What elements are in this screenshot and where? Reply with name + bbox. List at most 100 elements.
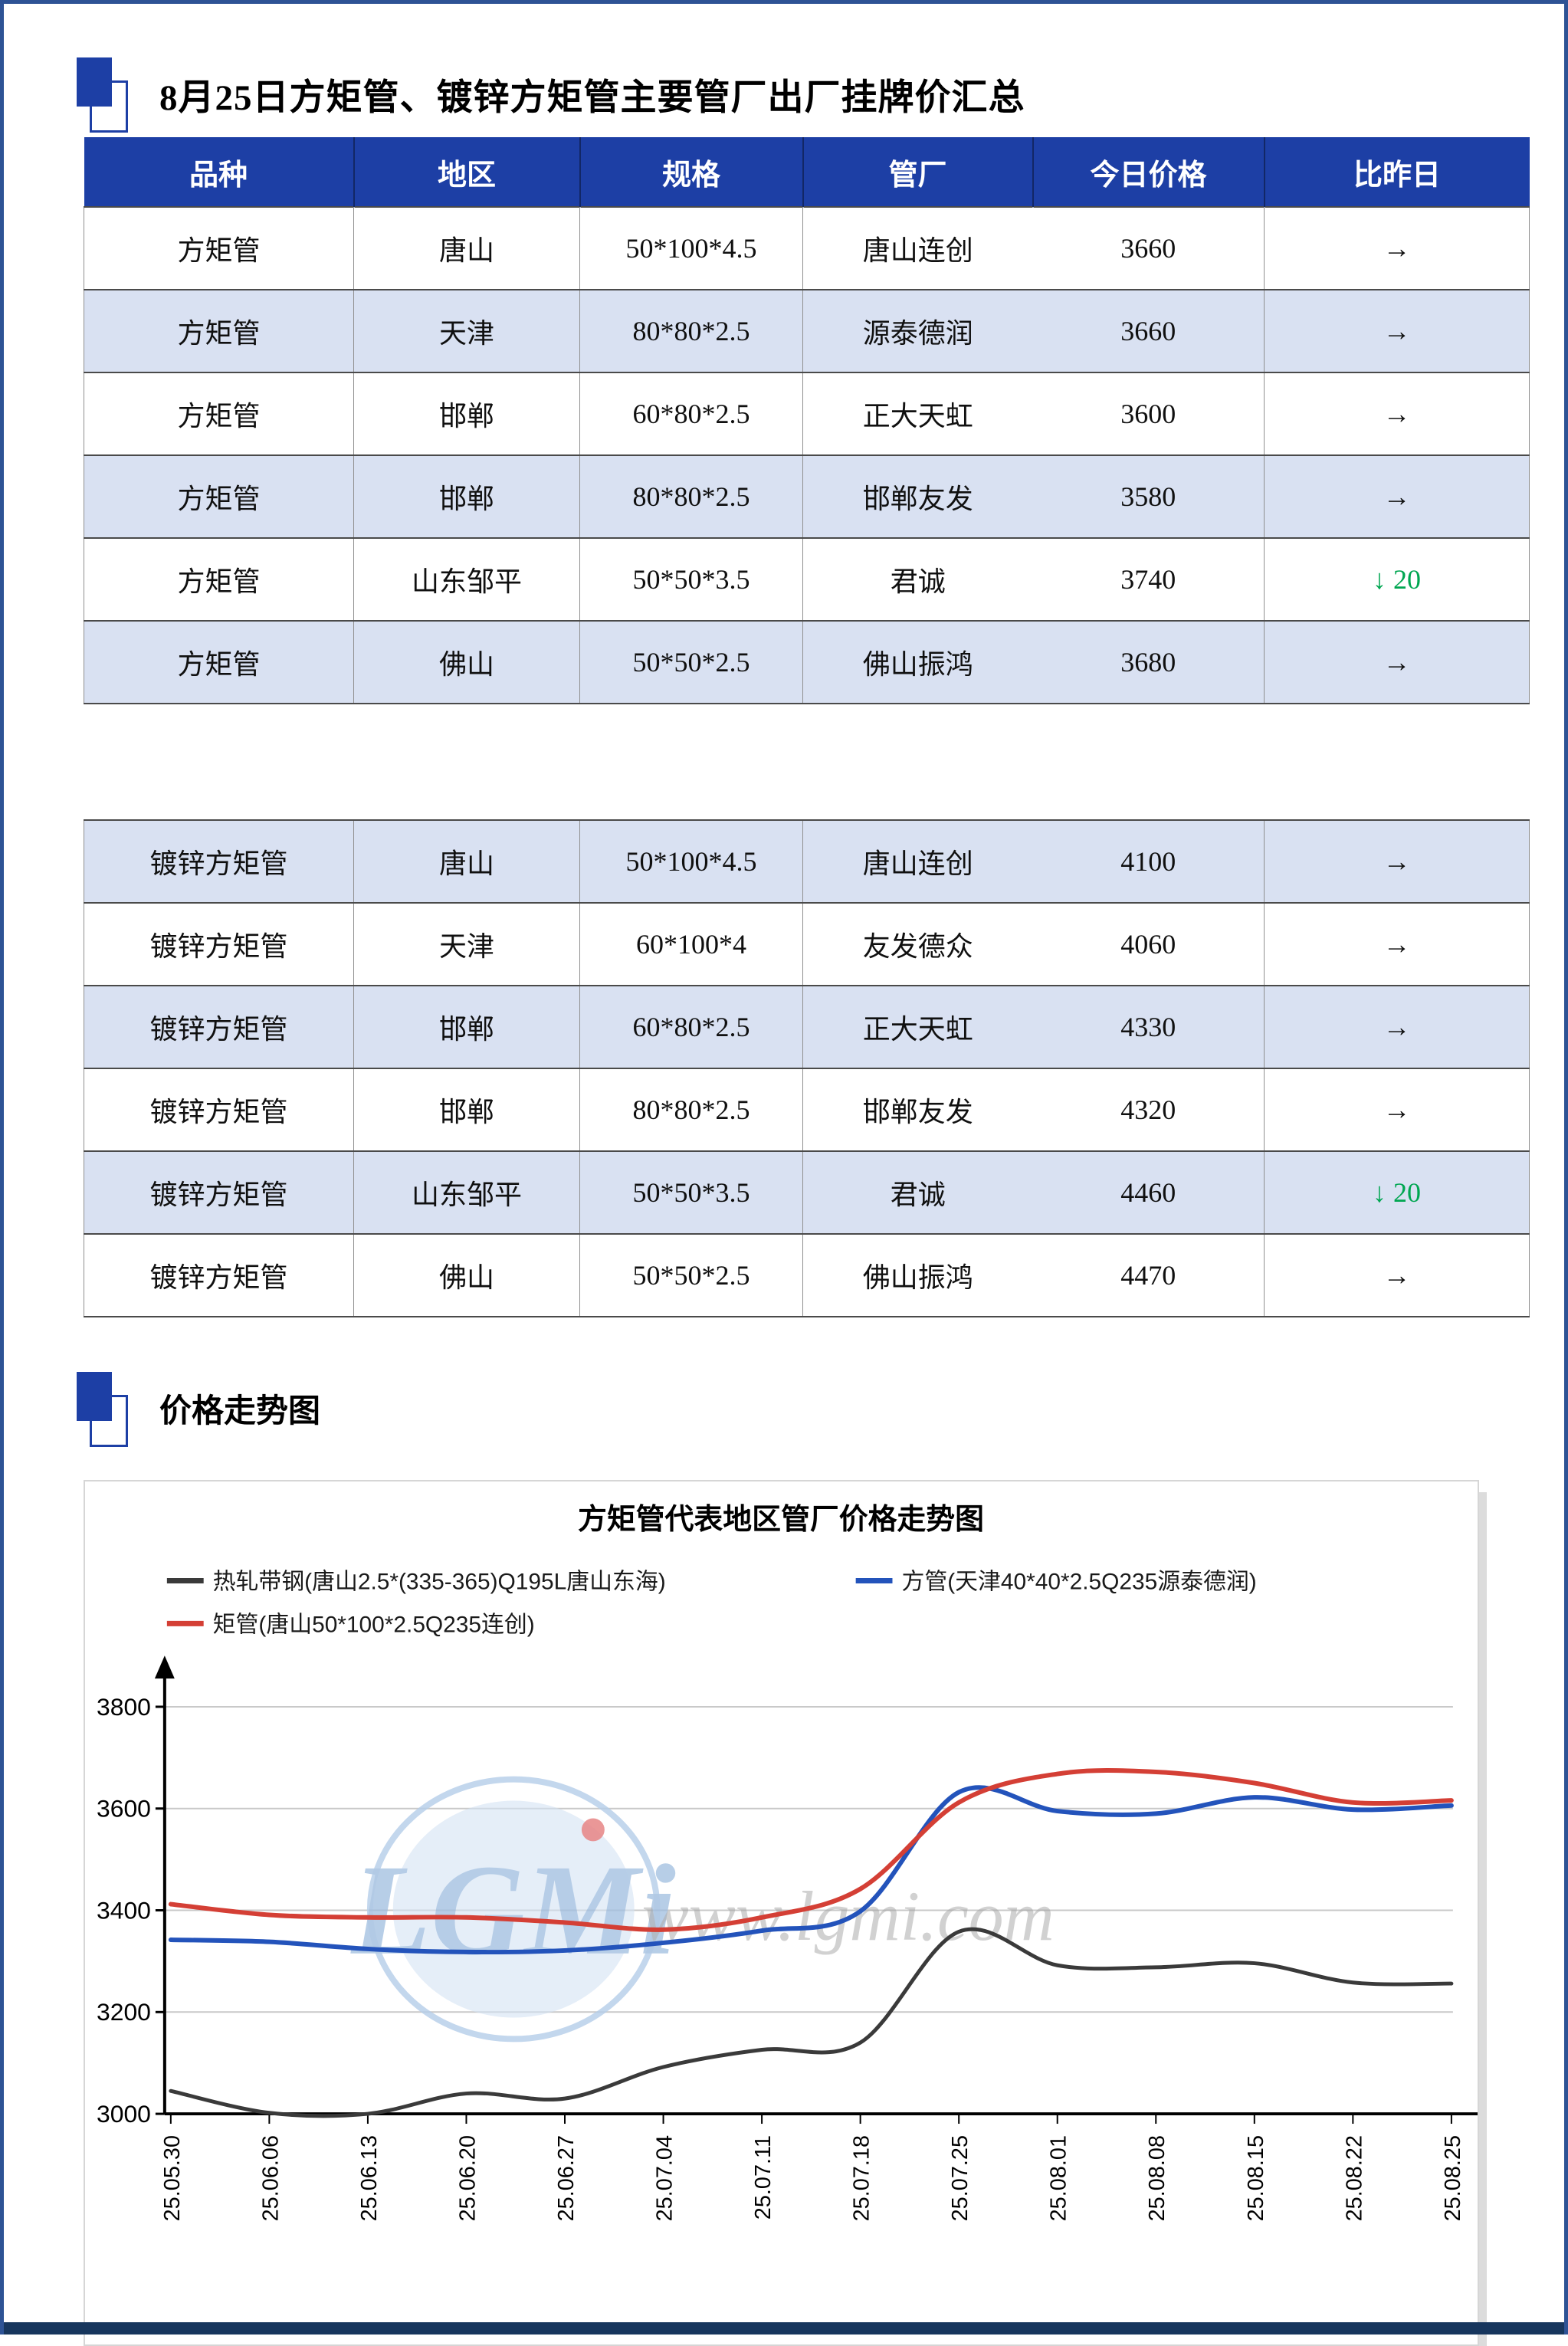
cell-spec: 50*50*3.5 xyxy=(579,537,803,621)
x-axis-label: 25.08.22 xyxy=(1342,2135,1366,2221)
cell-region: 天津 xyxy=(353,902,580,986)
cell-spec: 50*100*4.5 xyxy=(579,819,803,903)
x-axis-label: 25.07.04 xyxy=(653,2135,677,2221)
cell-factory: 唐山连创 xyxy=(802,206,1033,290)
table-row: 方矩管 邯郸 60*80*2.5 正大天虹 3600 → xyxy=(84,372,1530,455)
x-axis-label: 25.06.27 xyxy=(554,2135,579,2221)
cell-price: 3740 xyxy=(1032,537,1265,621)
cell-price: 4460 xyxy=(1032,1150,1265,1234)
cell-factory: 友发德众 xyxy=(802,902,1033,986)
cell-factory: 唐山连创 xyxy=(802,819,1033,903)
cell-change-flat: → xyxy=(1264,902,1530,986)
cell-region: 山东邹平 xyxy=(353,1150,580,1234)
cell-variety: 方矩管 xyxy=(84,289,354,372)
x-axis-label: 25.06.20 xyxy=(455,2135,480,2221)
cell-variety: 方矩管 xyxy=(84,537,354,621)
price-table-header: 品种 地区 规格 管厂 今日价格 比昨日 xyxy=(84,137,1530,207)
section-title: 价格走势图 xyxy=(159,1393,321,1429)
y-axis-label: 3400 xyxy=(97,1896,151,1924)
x-axis-label: 25.07.18 xyxy=(850,2135,874,2221)
x-axis-label: 25.07.25 xyxy=(948,2135,973,2221)
cell-factory: 佛山振鸿 xyxy=(802,620,1033,704)
cell-variety: 镀锌方矩管 xyxy=(84,1068,354,1151)
legend-label: 热轧带钢(唐山2.5*(335-365)Q195L唐山东海) xyxy=(213,1570,666,1595)
cell-price: 3660 xyxy=(1032,289,1265,372)
cell-price: 4320 xyxy=(1032,1068,1265,1151)
cell-variety: 镀锌方矩管 xyxy=(84,819,354,903)
table-row: 方矩管 山东邹平 50*50*3.5 君诚 3740 ↓ 20 xyxy=(84,537,1530,621)
trend-chart: 方矩管代表地区管厂价格走势图热轧带钢(唐山2.5*(335-365)Q195L唐… xyxy=(97,1504,1478,2221)
x-axis-label: 25.05.30 xyxy=(160,2135,185,2221)
section-bullet-icon xyxy=(77,1367,138,1449)
cell-price: 4060 xyxy=(1032,902,1265,986)
cell-variety: 方矩管 xyxy=(84,206,354,290)
cell-price: 3600 xyxy=(1032,372,1265,455)
series-line-1 xyxy=(168,1785,1454,1955)
cell-change-flat: → xyxy=(1264,289,1530,372)
cell-change-flat: → xyxy=(1264,985,1530,1068)
cell-price: 3680 xyxy=(1032,620,1265,704)
cell-price: 4470 xyxy=(1032,1233,1265,1317)
x-axis-label: 25.08.01 xyxy=(1047,2135,1071,2221)
col-header-variety: 品种 xyxy=(84,137,355,207)
x-axis-label: 25.08.15 xyxy=(1244,2135,1268,2221)
col-header-change: 比昨日 xyxy=(1264,137,1530,207)
cell-change-flat: → xyxy=(1264,1068,1530,1151)
cell-change-down: ↓ 20 xyxy=(1264,1150,1530,1234)
cell-spec: 80*80*2.5 xyxy=(579,1068,803,1151)
y-axis-arrow-icon xyxy=(154,1655,175,1679)
y-axis-label: 3000 xyxy=(97,2100,151,2128)
cell-price: 4330 xyxy=(1032,985,1265,1068)
col-header-spec: 规格 xyxy=(579,137,804,207)
cell-region: 山东邹平 xyxy=(353,537,580,621)
table-row: 镀锌方矩管 唐山 50*100*4.5 唐山连创 4100 → xyxy=(84,819,1530,903)
y-axis-label: 3600 xyxy=(97,1795,151,1823)
cell-region: 天津 xyxy=(353,289,580,372)
cell-region: 佛山 xyxy=(353,1233,580,1317)
x-axis-label: 25.08.08 xyxy=(1145,2135,1169,2221)
series-line-0 xyxy=(169,1927,1454,2118)
cell-change-flat: → xyxy=(1264,206,1530,290)
page-title: 8月25日方矩管、镀锌方矩管主要管厂出厂挂牌价汇总 xyxy=(159,77,1025,118)
cell-change-down: ↓ 20 xyxy=(1264,537,1530,621)
bottom-bar xyxy=(4,2322,1564,2335)
col-header-region: 地区 xyxy=(353,137,581,207)
bullet-filled-square xyxy=(77,57,112,107)
table-row: 方矩管 佛山 50*50*2.5 佛山振鸿 3680 → xyxy=(84,620,1530,704)
cell-variety: 方矩管 xyxy=(84,372,354,455)
cell-change-flat: → xyxy=(1264,620,1530,704)
cell-price: 4100 xyxy=(1032,819,1265,903)
table-row: 镀锌方矩管 山东邹平 50*50*3.5 君诚 4460 ↓ 20 xyxy=(84,1150,1530,1234)
watermark-logo-text: LGMi xyxy=(350,1838,676,1982)
x-axis-label: 25.07.11 xyxy=(751,2135,776,2220)
cell-factory: 君诚 xyxy=(802,537,1033,621)
price-table-body: 方矩管 唐山 50*100*4.5 唐山连创 3660 → 方矩管 天津 80*80*2.5 源泰… xyxy=(84,206,1530,1317)
table-row: 方矩管 唐山 50*100*4.5 唐山连创 3660 → xyxy=(84,206,1530,290)
y-axis-label: 3200 xyxy=(97,1998,151,2026)
cell-variety: 镀锌方矩管 xyxy=(84,1150,354,1234)
cell-factory: 正大天虹 xyxy=(802,985,1033,1068)
table-row: 镀锌方矩管 佛山 50*50*2.5 佛山振鸿 4470 → xyxy=(84,1233,1530,1317)
spacer-cell xyxy=(84,703,1530,820)
price-table: 品种 地区 规格 管厂 今日价格 比昨日 方矩管 唐山 50*100*4.5 唐山连创 3660 →… xyxy=(84,137,1530,1317)
cell-spec: 60*100*4 xyxy=(579,902,803,986)
table-row: 镀锌方矩管 邯郸 60*80*2.5 正大天虹 4330 → xyxy=(84,985,1530,1068)
cell-factory: 正大天虹 xyxy=(802,372,1033,455)
cell-variety: 方矩管 xyxy=(84,620,354,704)
cell-factory: 邯郸友发 xyxy=(802,454,1033,538)
cell-price: 3660 xyxy=(1032,206,1265,290)
cell-region: 佛山 xyxy=(353,620,580,704)
cell-factory: 佛山振鸿 xyxy=(802,1233,1033,1317)
spacer-row xyxy=(84,703,1530,820)
table-row: 镀锌方矩管 邯郸 80*80*2.5 邯郸友发 4320 → xyxy=(84,1068,1530,1151)
cell-spec: 60*80*2.5 xyxy=(579,372,803,455)
col-header-factory: 管厂 xyxy=(802,137,1034,207)
x-axis-label: 25.06.06 xyxy=(258,2135,283,2221)
page-header: 8月25日方矩管、镀锌方矩管主要管厂出厂挂牌价汇总 xyxy=(77,53,1564,134)
cell-change-flat: → xyxy=(1264,819,1530,903)
section-header: 价格走势图 xyxy=(77,1371,1564,1447)
cell-variety: 镀锌方矩管 xyxy=(84,902,354,986)
cell-spec: 50*50*2.5 xyxy=(579,620,803,704)
cell-region: 唐山 xyxy=(353,819,580,903)
